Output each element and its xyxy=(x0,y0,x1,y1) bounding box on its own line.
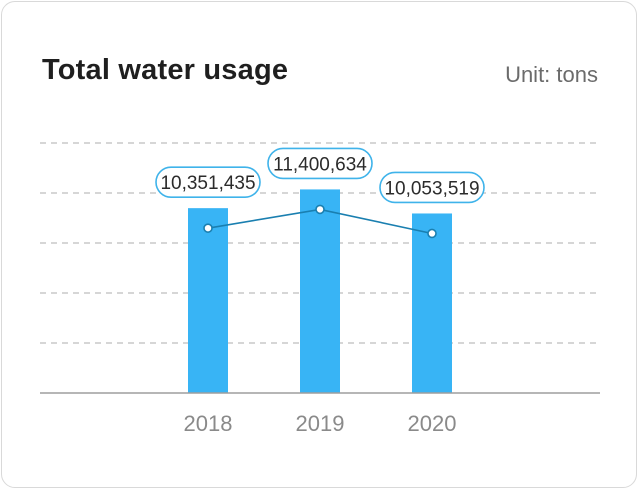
trend-point-2018 xyxy=(203,223,213,233)
data-label-pill xyxy=(267,147,373,180)
trend-point-2019 xyxy=(315,204,325,215)
data-label-2018: 10,351,435 xyxy=(155,166,261,198)
trend-point-2020 xyxy=(427,228,437,239)
data-label-pill xyxy=(155,166,261,198)
chart-title: Total water usage xyxy=(42,54,289,86)
x-tick-2019: 2019 xyxy=(296,411,345,436)
trend-line xyxy=(203,204,437,239)
x-tick-labels: 2018 2019 2020 xyxy=(184,411,457,436)
data-label-pill xyxy=(379,171,485,204)
bar-2020 xyxy=(412,213,452,393)
x-tick-2018: 2018 xyxy=(184,411,233,436)
bar-2018 xyxy=(188,208,228,393)
x-tick-2020: 2020 xyxy=(408,411,457,436)
data-label-text: 10,053,519 xyxy=(384,178,479,199)
data-label-text: 11,400,634 xyxy=(273,154,367,175)
data-label-text: 10,351,435 xyxy=(160,173,255,194)
data-label-2019: 11,400,634 xyxy=(267,147,373,180)
bars xyxy=(188,189,452,393)
data-label-2020: 10,053,519 xyxy=(379,171,485,204)
unit-label: Unit: tons xyxy=(505,62,598,87)
bar-2019 xyxy=(300,189,340,393)
data-labels: 10,351,435 11,400,634 10,053,519 xyxy=(155,147,485,204)
